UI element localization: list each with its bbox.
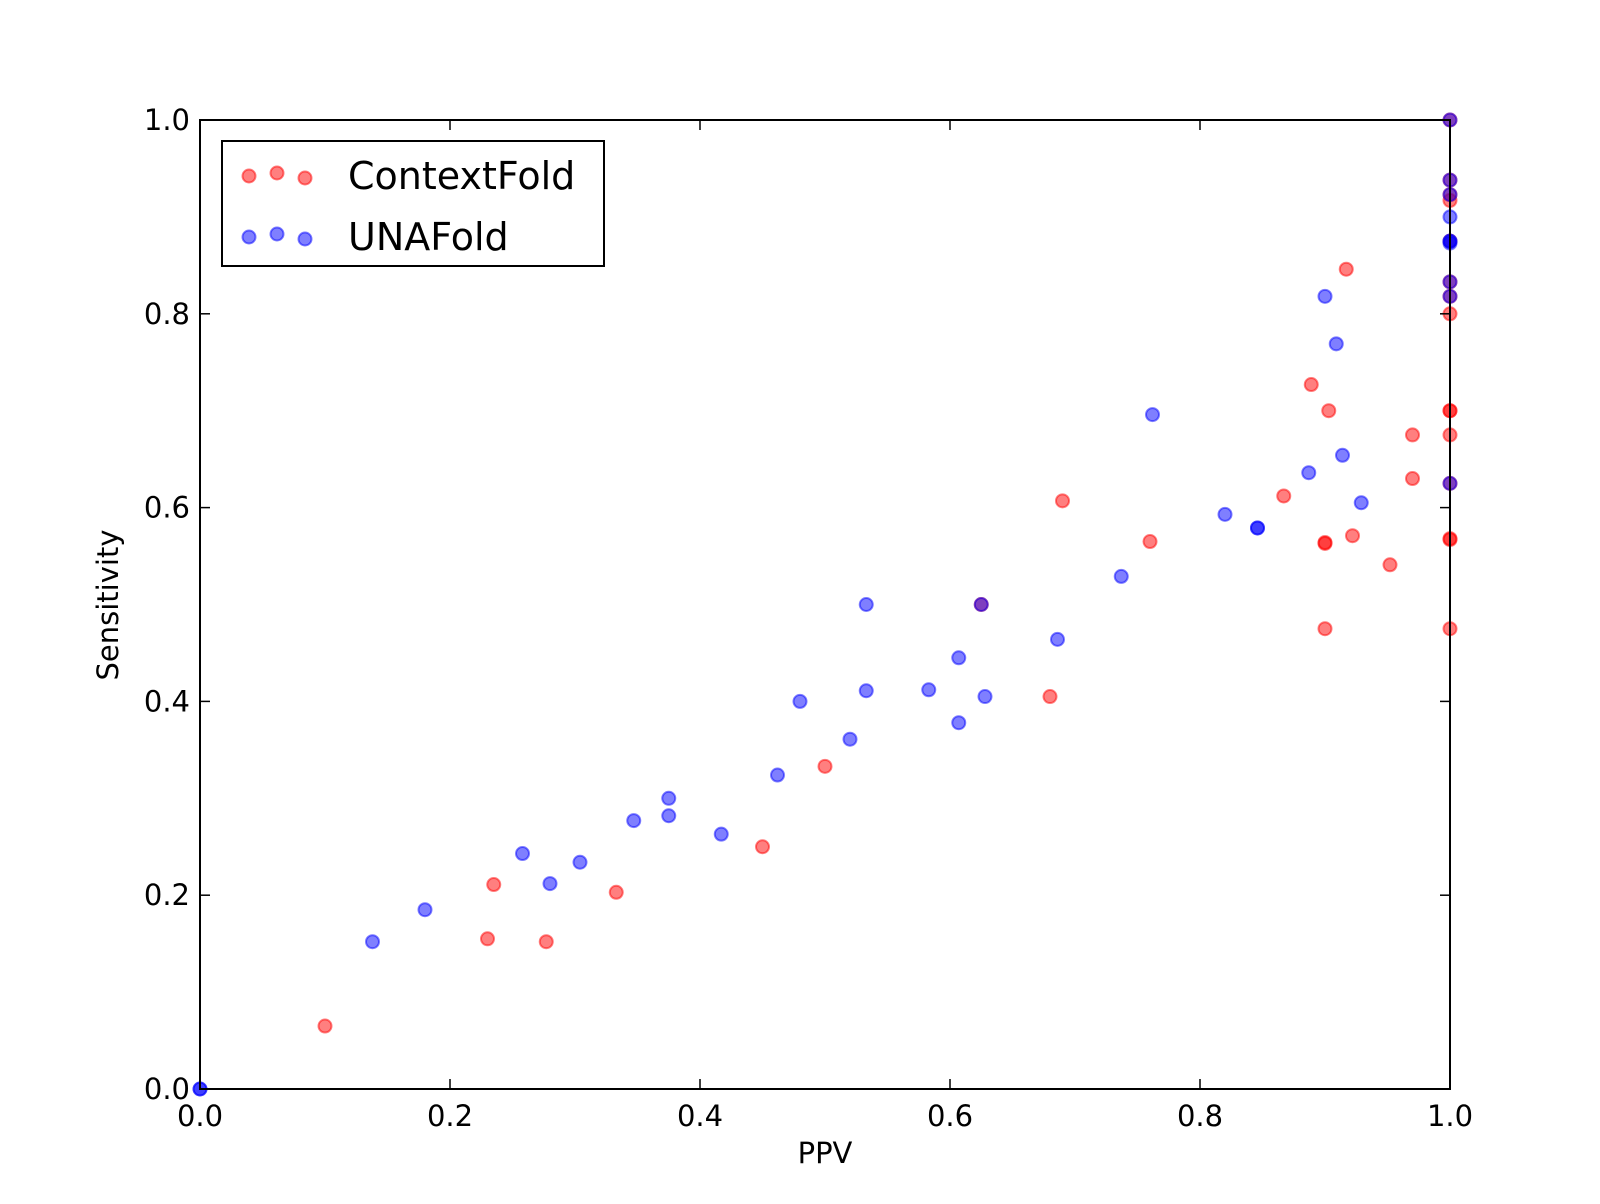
x-tick-label: 1.0 — [1427, 1099, 1473, 1133]
x-tick-label: 0.4 — [677, 1099, 723, 1133]
data-point-contextfold — [817, 758, 833, 774]
data-point-contextfold — [1321, 403, 1337, 419]
data-point-contextfold — [1317, 535, 1333, 551]
data-point-unafold — [842, 731, 858, 747]
legend-marker — [297, 231, 313, 247]
y-tick-label: 0.6 — [144, 491, 190, 525]
data-point-unafold — [973, 597, 989, 612]
data-point-unafold — [365, 934, 380, 950]
data-point-unafold — [713, 826, 729, 842]
x-tick-label: 0.2 — [427, 1099, 473, 1133]
data-point-contextfold — [1382, 557, 1398, 573]
data-point-contextfold — [1338, 261, 1354, 277]
data-point-unafold — [1050, 631, 1065, 647]
x-axis-label: PPV — [798, 1136, 853, 1170]
data-point-unafold — [1317, 288, 1333, 304]
legend-marker — [297, 170, 313, 186]
data-point-contextfold — [1042, 689, 1058, 705]
legend-box — [221, 140, 605, 267]
y-tick-label: 0.8 — [144, 297, 190, 331]
data-point-unafold — [661, 790, 677, 806]
legend-marker — [269, 226, 285, 242]
data-point-contextfold — [1055, 493, 1070, 509]
data-point-unafold — [792, 693, 808, 709]
data-point-unafold — [1145, 407, 1160, 423]
data-point-contextfold — [1317, 621, 1333, 637]
data-point-unafold — [951, 715, 967, 731]
data-point-unafold — [770, 767, 785, 783]
legend-label-unafold: UNAFold — [348, 215, 509, 259]
data-point-unafold — [1335, 447, 1350, 463]
legend: ContextFold UNAFold — [221, 140, 605, 267]
data-point-unafold — [515, 846, 530, 862]
legend-marker — [241, 229, 257, 245]
points-layer — [192, 112, 1458, 1097]
data-point-unafold — [1217, 506, 1233, 522]
data-point-unafold — [977, 689, 993, 705]
series-unafold — [192, 112, 1458, 1097]
data-point-contextfold — [1405, 427, 1420, 443]
legend-marker — [269, 165, 285, 181]
data-point-unafold — [951, 650, 967, 666]
data-point-contextfold — [538, 934, 554, 950]
y-tick-label: 1.0 — [144, 103, 190, 137]
data-point-unafold — [1113, 568, 1129, 584]
y-tick-label: 0.4 — [144, 684, 190, 718]
data-point-unafold — [1328, 336, 1344, 352]
y-tick-label: 0.0 — [144, 1072, 190, 1106]
data-point-unafold — [921, 682, 937, 698]
data-point-contextfold — [1142, 534, 1158, 550]
data-point-unafold — [858, 683, 874, 699]
data-point-contextfold — [486, 877, 502, 893]
data-point-unafold — [661, 808, 677, 824]
data-point-contextfold — [1276, 488, 1292, 504]
axis-tick-labels: 0.0 0.2 0.4 0.6 0.8 1.0 0.0 0.2 0.4 0.6 0.8 1.0 — [144, 103, 1473, 1133]
data-point-unafold — [626, 813, 642, 829]
data-point-contextfold — [1345, 528, 1360, 544]
data-point-unafold — [542, 876, 558, 892]
x-tick-label: 0.0 — [177, 1099, 223, 1133]
data-point-contextfold — [317, 1018, 333, 1034]
legend-label-contextfold: ContextFold — [348, 154, 575, 198]
x-tick-label: 0.8 — [1177, 1099, 1223, 1133]
data-point-unafold — [572, 854, 588, 870]
y-tick-label: 0.2 — [144, 878, 190, 912]
data-point-unafold — [1301, 465, 1317, 481]
data-point-contextfold — [480, 931, 495, 947]
x-tick-label: 0.6 — [927, 1099, 973, 1133]
plot-frame — [199, 119, 1451, 1090]
data-point-contextfold — [608, 884, 624, 900]
data-point-unafold — [417, 902, 433, 918]
data-point-unafold — [1250, 520, 1265, 536]
axis-ticks — [199, 119, 1451, 1090]
data-point-contextfold — [1303, 377, 1319, 393]
data-point-unafold — [1353, 495, 1369, 511]
data-point-unafold — [858, 597, 874, 612]
y-axis-label: Sensitivity — [91, 530, 125, 681]
data-point-contextfold — [1405, 471, 1420, 487]
data-point-contextfold — [755, 839, 770, 855]
legend-marker — [241, 168, 257, 184]
